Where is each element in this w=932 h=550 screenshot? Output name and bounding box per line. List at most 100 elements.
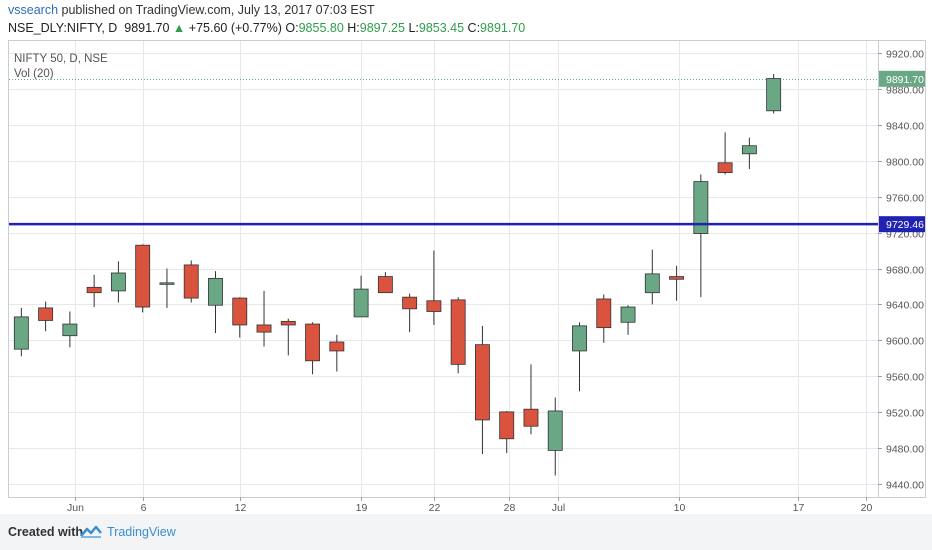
candle [256,290,272,347]
x-tick-label: 17 [793,502,805,514]
publish-info: vssearch published on TradingView.com, J… [8,3,375,17]
x-tick-label: 28 [504,502,516,514]
candle-body-down [402,296,418,310]
candle-body-up [110,272,126,292]
y-tick-label: 9920.00 [886,49,924,61]
candle [232,297,248,338]
candle [644,249,660,305]
candle-body-up [62,323,78,337]
candle-body-down [717,162,733,174]
candle-body-up [741,145,757,155]
candle [669,265,685,301]
x-tick-label: 6 [141,502,147,514]
tradingview-brand-link[interactable]: TradingView [107,525,176,539]
candle-body-up [13,316,29,350]
candle [208,271,223,334]
symbol-info: NSE_DLY:NIFTY, D 9891.70 ▲ +75.60 (+0.77… [8,21,525,35]
candle [183,260,199,303]
candle [62,311,78,348]
candle-body-down [256,324,272,333]
close-value: 9891.70 [480,21,526,35]
open-value: 9855.80 [298,21,344,35]
x-tick-label: 10 [674,502,686,514]
y-tick-label: 9800.00 [886,157,924,169]
candle-body-down [523,408,539,427]
change-value: +75.60 (+0.77%) [188,21,282,35]
y-tick-label: 9680.00 [886,265,924,277]
x-tick-label: Jul [552,502,565,514]
candlestick-chart[interactable]: 9920.009880.009840.009800.009760.009720.… [0,0,932,514]
tradingview-logo-icon [80,525,102,538]
candle [523,364,539,435]
candle-body-down [329,341,345,352]
y-tick-label: 9440.00 [886,480,924,492]
last-price-tag: 9891.70 [886,74,924,86]
y-tick-label: 9520.00 [886,408,924,420]
candle-body-down [232,297,248,326]
candle-body-up [353,288,369,318]
close-label: C: [467,21,481,35]
candle-body-up [693,181,709,234]
candle-body-down [135,244,151,308]
legend-volume: Vol (20) [14,68,54,80]
candle-body-down [280,320,296,326]
candle [305,322,320,375]
candle-body-up [159,282,175,285]
candle [13,307,29,357]
high-value: 9897.25 [359,21,405,35]
candle [402,293,418,333]
candle [377,272,393,294]
horizontal-line-tag: 9729.46 [886,219,924,231]
legend-symbol: NIFTY 50, D, NSE [14,53,108,65]
footer: Created with TradingView [0,514,932,550]
candle-body-up [644,273,660,294]
candle [353,275,369,318]
candle-body-down [596,298,612,329]
change-arrow-icon: ▲ [172,21,186,35]
candle-body-down [305,323,320,362]
candle-body-up [766,78,782,112]
last-price-tag-bg [879,70,925,87]
candle-body-down [38,307,54,321]
candle-body-down [474,344,490,421]
y-tick-label: 9640.00 [886,300,924,312]
candle [596,294,612,343]
candle [620,305,636,335]
candle [717,132,733,175]
candle [329,334,345,372]
candle-body-up [208,277,223,306]
y-tick-label: 9840.00 [886,121,924,133]
candle [135,244,151,313]
candle-body-down [669,276,685,280]
candle-body-up [547,410,563,451]
y-tick-label: 9760.00 [886,193,924,205]
low-value: 9853.45 [418,21,465,35]
candle-body-down [499,411,515,440]
y-tick-label: 9480.00 [886,444,924,456]
candle-body-up [572,325,587,352]
horizontal-line-tag-bg [879,216,925,233]
candle [280,318,296,356]
candle [86,274,102,308]
open-label: O: [285,21,299,35]
candle [572,322,587,392]
x-tick-label: Jun [67,502,84,514]
candle-body-down [183,264,199,299]
candle [474,325,490,454]
x-tick-label: 12 [235,502,247,514]
x-tick-label: 20 [861,502,873,514]
candle-body-up [620,306,636,323]
created-with-label: Created with [8,525,84,539]
candle [38,301,54,332]
low-label: L: [408,21,419,35]
y-tick-label: 9880.00 [886,85,924,97]
published-text: published on TradingView.com, July 13, 2… [61,3,375,17]
y-tick-label: 9560.00 [886,372,924,384]
candle [110,261,126,303]
y-tick-label: 9600.00 [886,336,924,348]
last-price: 9891.70 [124,21,170,35]
author-link[interactable]: vssearch [8,3,59,17]
candle-body-down [86,286,102,294]
candle-body-down [450,299,466,365]
candle-body-down [377,276,393,294]
